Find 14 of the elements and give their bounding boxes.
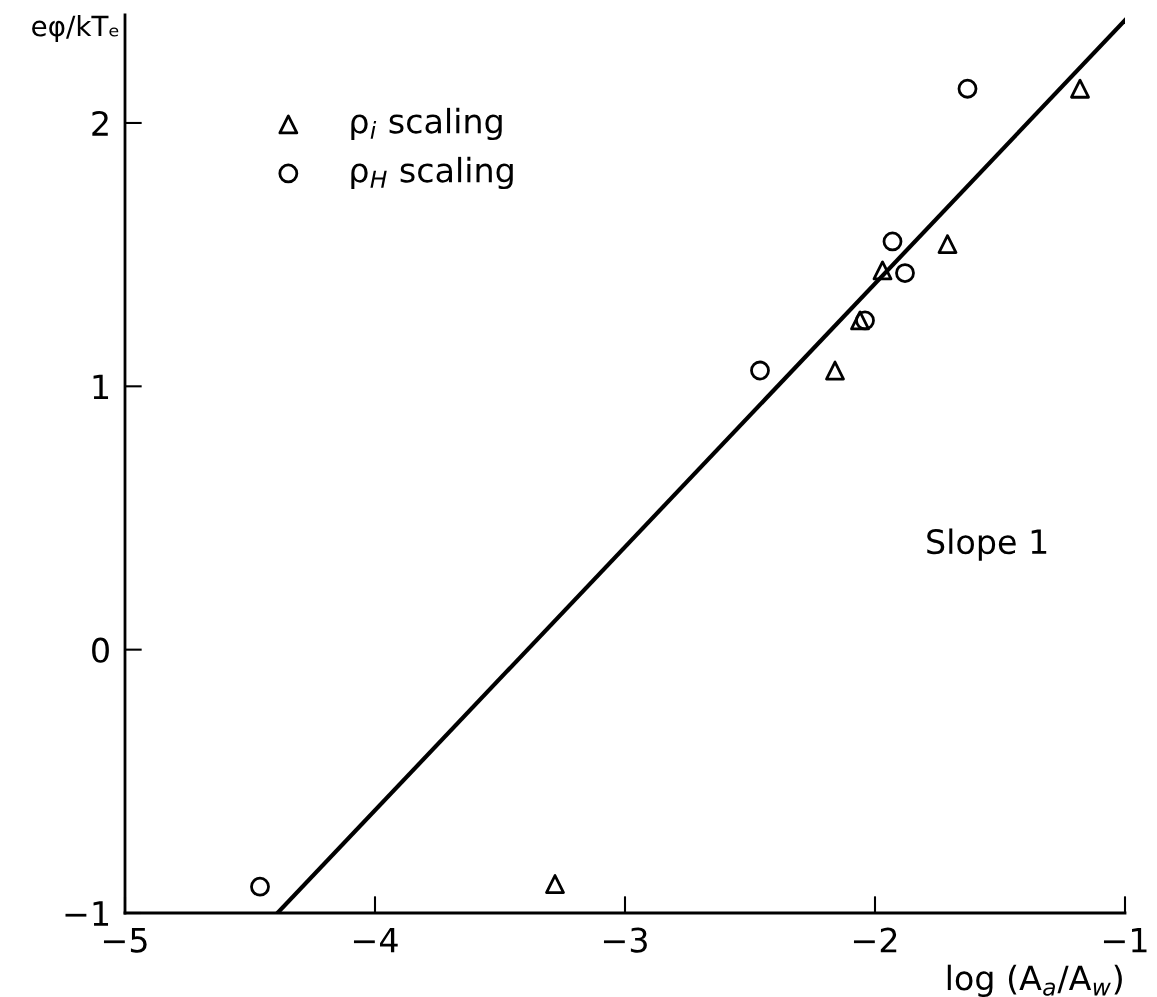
legend-label: ρ$_{i}$ scaling — [351, 107, 502, 141]
x-tick-label: −5 — [103, 927, 147, 953]
annotation: Slope 1 — [927, 528, 1047, 561]
y-tick-label: 2 — [92, 110, 108, 136]
y-axis-title: eφ/kTₑ — [32, 15, 119, 42]
x-tick-label: −4 — [353, 927, 398, 953]
x-tick-label: −2 — [853, 927, 897, 953]
x-tick-label: −1 — [1103, 927, 1147, 953]
y-tick-label: 0 — [92, 637, 109, 663]
x-axis-title: log (A$_{a}$/A$_{w}$) — [947, 964, 1122, 997]
y-tick-label: 1 — [93, 374, 109, 399]
x-tick-label: −3 — [603, 927, 647, 953]
legend-label: ρ$_{H}$ scaling — [351, 156, 513, 190]
y-tick-label: −1 — [65, 901, 109, 926]
